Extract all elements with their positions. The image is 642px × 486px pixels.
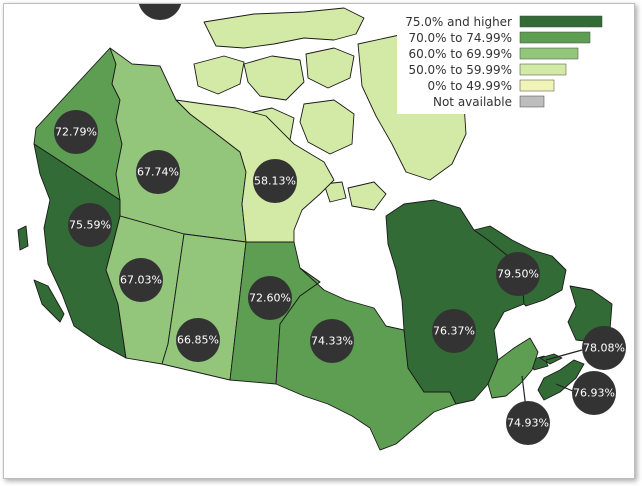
bubble-circle bbox=[506, 401, 550, 445]
value-bubble-ab[interactable]: 67.03% bbox=[119, 258, 163, 302]
province-nu-islands[interactable] bbox=[243, 55, 305, 101]
leader-line-pe bbox=[545, 349, 583, 361]
cropped-value-bubble bbox=[138, 4, 182, 20]
province-on[interactable] bbox=[275, 267, 457, 451]
value-label-yt: 72.79% bbox=[55, 126, 97, 139]
value-label-nb: 74.93% bbox=[507, 417, 549, 430]
value-bubble-on[interactable]: 74.33% bbox=[310, 319, 354, 363]
map-frame: 72.79% 67.74% 58.13% 75.59% 67.03% 66.85… bbox=[3, 3, 635, 479]
legend-swatch-50 bbox=[519, 63, 567, 76]
bubble-circle bbox=[572, 371, 616, 415]
legend: 75.0% and higher 70.0% to 74.99% 60.0% t… bbox=[397, 14, 629, 114]
legend-label-50: 50.0% to 59.99% bbox=[408, 63, 512, 77]
value-label-on: 74.33% bbox=[311, 335, 353, 348]
value-bubble-nt[interactable]: 67.74% bbox=[136, 150, 180, 194]
bubble-circle bbox=[54, 110, 98, 154]
legend-label-na: Not available bbox=[433, 95, 512, 109]
legend-swatch-60 bbox=[519, 47, 579, 60]
value-bubbles: 72.79% 67.74% 58.13% 75.59% 67.03% 66.85… bbox=[54, 110, 626, 445]
legend-swatch-75 bbox=[519, 15, 603, 28]
legend-label-60: 60.0% to 69.99% bbox=[408, 47, 512, 61]
province-nu-islands[interactable] bbox=[299, 99, 355, 155]
value-bubble-nu[interactable]: 58.13% bbox=[253, 159, 297, 203]
province-nu-islands[interactable] bbox=[347, 181, 387, 211]
bubble-circle bbox=[310, 319, 354, 363]
canada-map: 72.79% 67.74% 58.13% 75.59% 67.03% 66.85… bbox=[17, 4, 629, 451]
province-bc-island[interactable] bbox=[17, 225, 29, 251]
legend-swatch-0 bbox=[519, 79, 555, 92]
bubble-circle bbox=[176, 318, 220, 362]
province-bc-island[interactable] bbox=[33, 279, 65, 323]
province-nu-islands[interactable] bbox=[323, 181, 347, 203]
bubble-circle bbox=[248, 276, 292, 320]
legend-label-70: 70.0% to 74.99% bbox=[408, 31, 512, 45]
legend-label-0: 0% to 49.99% bbox=[428, 79, 512, 93]
value-label-ns: 76.93% bbox=[573, 387, 615, 400]
value-label-nt: 67.74% bbox=[137, 166, 179, 179]
value-bubble-sk[interactable]: 66.85% bbox=[176, 318, 220, 362]
province-nu-islands[interactable] bbox=[203, 7, 365, 49]
value-label-nu: 58.13% bbox=[254, 175, 296, 188]
value-label-qc: 76.37% bbox=[433, 325, 475, 338]
value-bubble-bc[interactable]: 75.59% bbox=[68, 203, 112, 247]
legend-swatch-70 bbox=[519, 31, 591, 44]
value-bubble-ns[interactable]: 76.93% bbox=[572, 371, 616, 415]
province-nb[interactable] bbox=[487, 337, 539, 399]
province-nu-islands[interactable] bbox=[193, 55, 245, 95]
legend-label-75: 75.0% and higher bbox=[405, 15, 512, 29]
bubble-circle bbox=[136, 150, 180, 194]
value-bubble-qc[interactable]: 76.37% bbox=[432, 309, 476, 353]
bubble-circle bbox=[582, 326, 626, 370]
bubble-circle bbox=[432, 309, 476, 353]
province-nu[interactable] bbox=[175, 99, 335, 243]
legend-swatch-na bbox=[519, 95, 545, 108]
value-label-ab: 67.03% bbox=[120, 274, 162, 287]
value-bubble-yt[interactable]: 72.79% bbox=[54, 110, 98, 154]
value-bubble-nb[interactable]: 74.93% bbox=[506, 401, 550, 445]
legend-background bbox=[397, 14, 629, 114]
bubble-circle bbox=[496, 252, 540, 296]
bubble-circle bbox=[119, 258, 163, 302]
province-nu-islands[interactable] bbox=[305, 47, 355, 89]
value-label-nl: 79.50% bbox=[497, 268, 539, 281]
province-ns[interactable] bbox=[537, 359, 585, 401]
bubble-circle bbox=[68, 203, 112, 247]
value-label-pe: 78.08% bbox=[583, 342, 625, 355]
value-bubble-nl[interactable]: 79.50% bbox=[496, 252, 540, 296]
value-label-sk: 66.85% bbox=[177, 334, 219, 347]
value-bubble-pe[interactable]: 78.08% bbox=[582, 326, 626, 370]
value-bubble-mb[interactable]: 72.60% bbox=[248, 276, 292, 320]
value-label-mb: 72.60% bbox=[249, 292, 291, 305]
bubble-circle bbox=[253, 159, 297, 203]
value-label-bc: 75.59% bbox=[69, 219, 111, 232]
